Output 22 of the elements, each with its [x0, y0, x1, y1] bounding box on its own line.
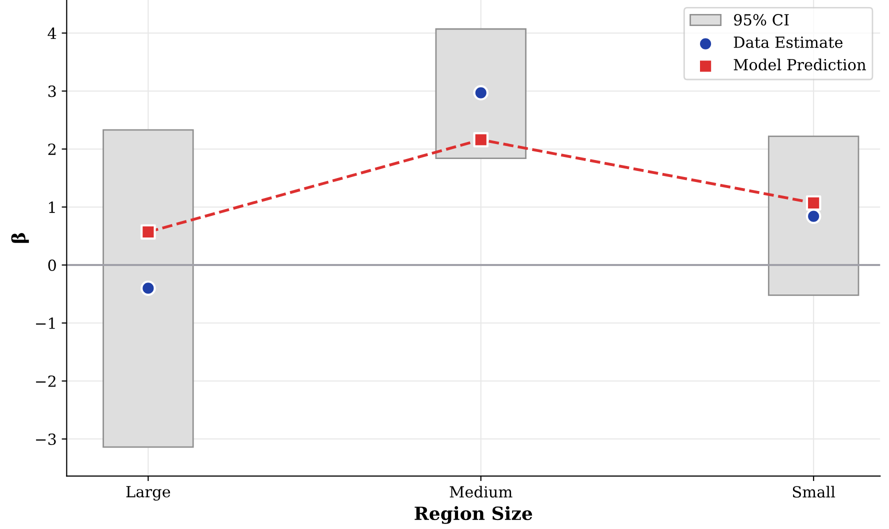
point: [140, 280, 156, 296]
point: [473, 132, 489, 148]
x-tick-label: Small: [792, 486, 836, 498]
x-tick-label: Medium: [450, 486, 512, 498]
y-tick-label: −3: [36, 433, 56, 446]
legend-label: Model Prediction: [734, 58, 866, 70]
point: [806, 208, 822, 224]
y-axis-title: β: [11, 233, 29, 243]
y-tick-label: 1: [49, 201, 55, 213]
y-tick-label: −1: [36, 317, 55, 329]
y-tick-label: 0: [48, 259, 56, 272]
point: [806, 195, 822, 211]
x-tick-label: Large: [126, 486, 170, 501]
y-tick-label: −2: [36, 375, 56, 387]
legend-label: 95% CI: [734, 14, 789, 26]
point: [140, 224, 156, 240]
y-tick-label: 3: [48, 86, 56, 98]
point: [473, 85, 489, 100]
y-tick-label: 4: [48, 28, 56, 39]
y-tick-label: 2: [48, 144, 56, 155]
x-axis-title: Region Size: [414, 506, 532, 524]
legend-label: Data Estimate: [734, 36, 843, 48]
